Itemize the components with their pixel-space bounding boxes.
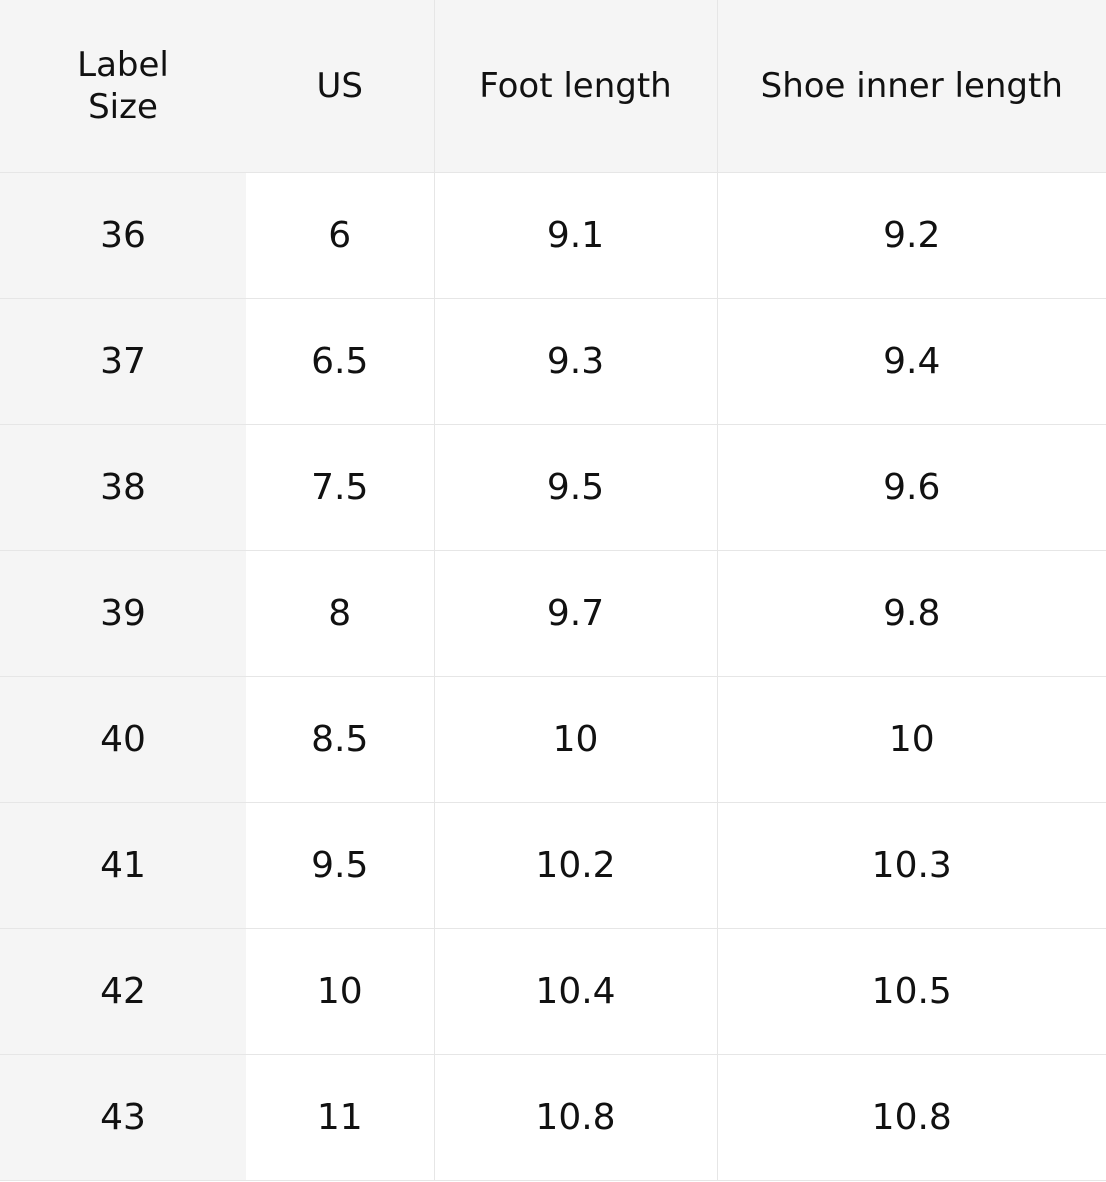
table-row: 41 9.5 10.2 10.3 [0, 802, 1106, 929]
cell-shoe-inner-length: 9.4 [716, 298, 1106, 425]
cell-foot-length: 10.8 [433, 1054, 717, 1181]
cell-us: 7.5 [246, 424, 434, 551]
cell-us: 8 [246, 550, 434, 677]
cell-us: 8.5 [246, 676, 434, 803]
header-shoe-inner-length: Shoe inner length [716, 0, 1106, 173]
cell-shoe-inner-length: 10.3 [716, 802, 1106, 929]
cell-shoe-inner-length: 10.8 [716, 1054, 1106, 1181]
cell-shoe-inner-length: 9.2 [716, 172, 1106, 299]
cell-foot-length: 10.2 [433, 802, 717, 929]
cell-us: 10 [246, 928, 434, 1055]
header-label-line2: Size [88, 87, 158, 127]
cell-shoe-inner-length: 10.5 [716, 928, 1106, 1055]
cell-label-size: 41 [0, 802, 246, 929]
cell-shoe-inner-length: 10 [716, 676, 1106, 803]
cell-label-size: 39 [0, 550, 246, 677]
table-row: 38 7.5 9.5 9.6 [0, 424, 1106, 551]
table-row: 43 11 10.8 10.8 [0, 1054, 1106, 1181]
cell-shoe-inner-length: 9.8 [716, 550, 1106, 677]
header-us: US [246, 0, 434, 173]
header-foot-length: Foot length [433, 0, 717, 173]
cell-shoe-inner-length: 9.6 [716, 424, 1106, 551]
table-row: 40 8.5 10 10 [0, 676, 1106, 803]
cell-label-size: 36 [0, 172, 246, 299]
header-row: Label Size US Foot length Shoe inner len… [0, 0, 1106, 173]
cell-us: 6.5 [246, 298, 434, 425]
cell-foot-length: 10 [433, 676, 717, 803]
cell-label-size: 43 [0, 1054, 246, 1181]
table-row: 42 10 10.4 10.5 [0, 928, 1106, 1055]
cell-us: 11 [246, 1054, 434, 1181]
table-row: 36 6 9.1 9.2 [0, 172, 1106, 299]
cell-foot-length: 10.4 [433, 928, 717, 1055]
cell-foot-length: 9.1 [433, 172, 717, 299]
cell-us: 6 [246, 172, 434, 299]
cell-label-size: 37 [0, 298, 246, 425]
table-row: 39 8 9.7 9.8 [0, 550, 1106, 677]
header-label-line1: Label [77, 45, 169, 85]
cell-foot-length: 9.7 [433, 550, 717, 677]
header-label-size: Label Size [0, 0, 246, 173]
table-row: 37 6.5 9.3 9.4 [0, 298, 1106, 425]
cell-foot-length: 9.3 [433, 298, 717, 425]
cell-label-size: 42 [0, 928, 246, 1055]
cell-us: 9.5 [246, 802, 434, 929]
cell-label-size: 38 [0, 424, 246, 551]
cell-foot-length: 9.5 [433, 424, 717, 551]
cell-label-size: 40 [0, 676, 246, 803]
